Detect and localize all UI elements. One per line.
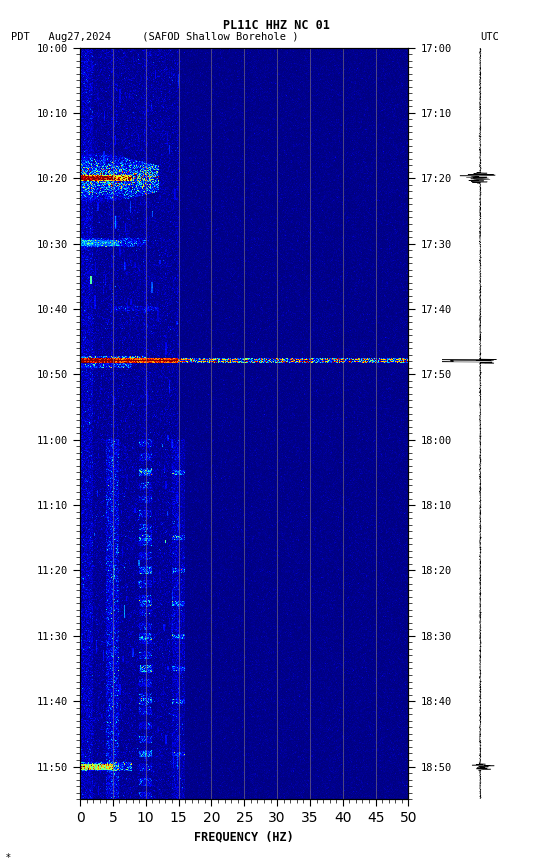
Text: *: * [6,853,10,862]
Text: UTC: UTC [480,32,499,42]
Text: PDT   Aug27,2024     (SAFOD Shallow Borehole ): PDT Aug27,2024 (SAFOD Shallow Borehole ) [11,32,299,42]
Text: PL11C HHZ NC 01: PL11C HHZ NC 01 [222,19,330,32]
X-axis label: FREQUENCY (HZ): FREQUENCY (HZ) [194,830,294,843]
